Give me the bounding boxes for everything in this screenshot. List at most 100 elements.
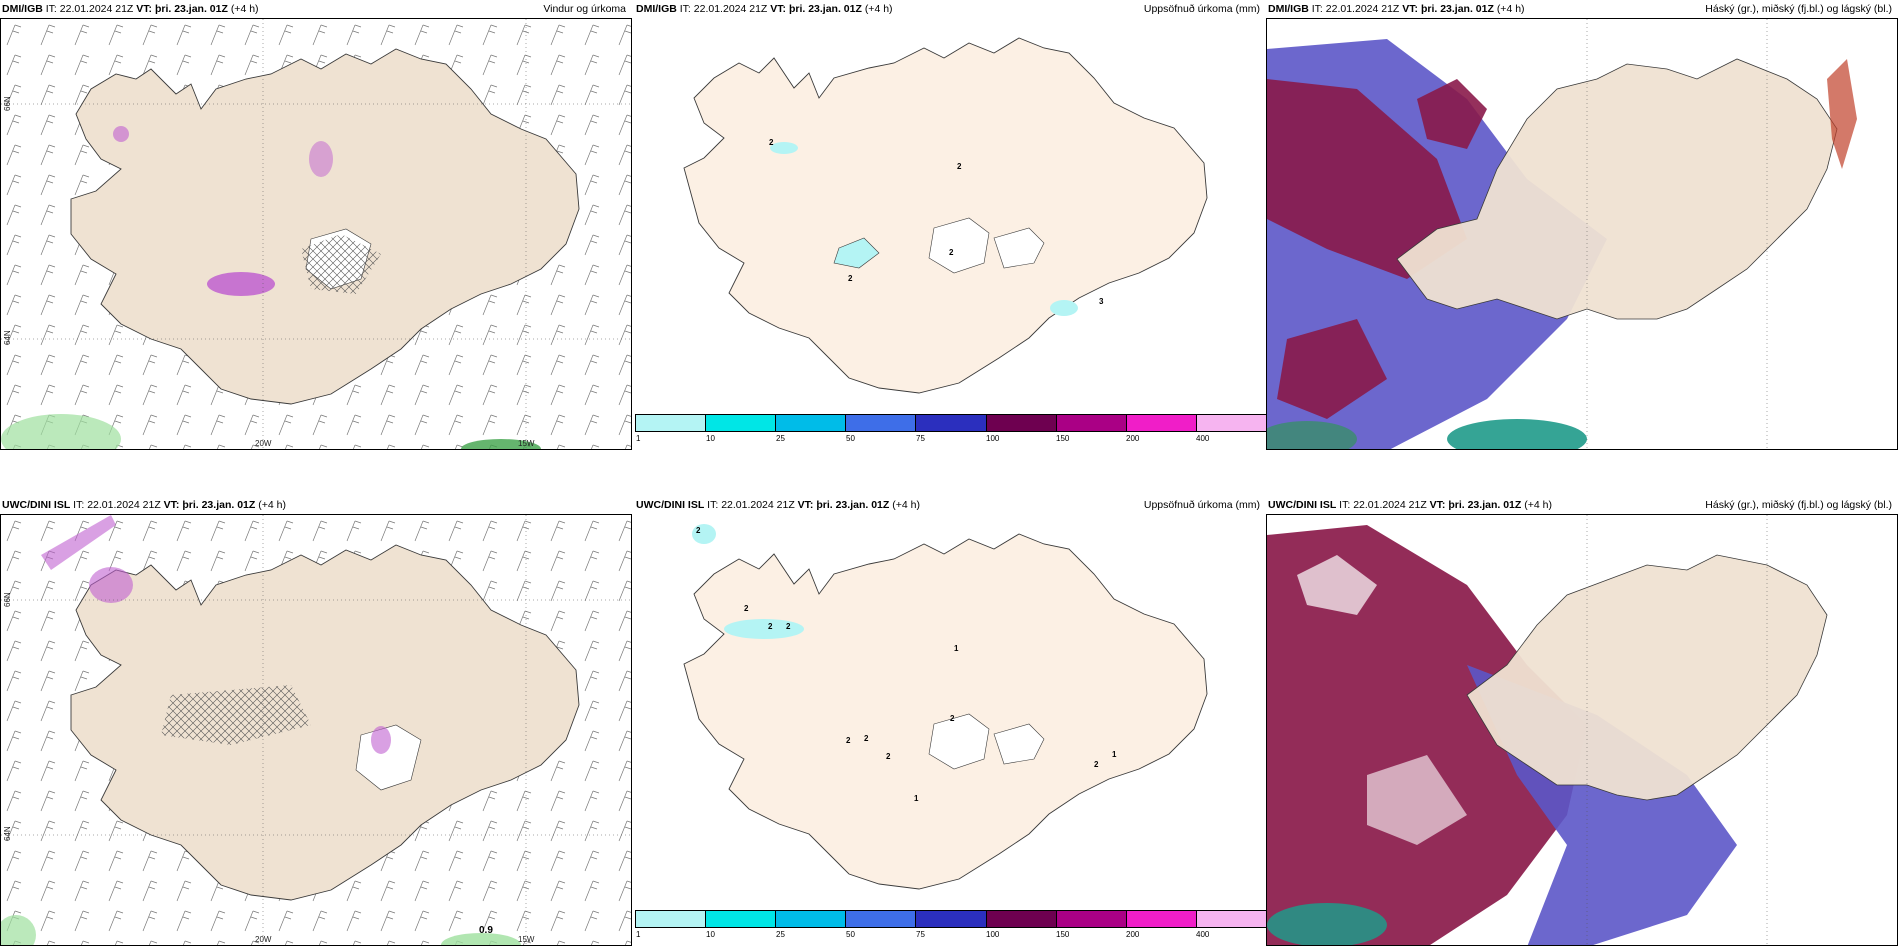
- accum-value-label: 2: [957, 162, 962, 171]
- precip-value-label: 0.9: [479, 925, 493, 936]
- accum-value-label: 2: [769, 138, 774, 147]
- high-cloud-area: [1367, 755, 1467, 845]
- precip-area: [41, 515, 116, 570]
- precip-area: [207, 272, 275, 296]
- panel-dmi-wind: DMI/IGB IT: 22.01.2024 21Z VT: þri. 23.j…: [0, 0, 632, 450]
- colorbar-tick: 10: [706, 434, 715, 443]
- panel-header: UWC/DINI ISL IT: 22.01.2024 21Z VT: þri.…: [2, 496, 628, 514]
- colorbar-bin: [1196, 911, 1266, 927]
- colorbar-tick: 50: [846, 930, 855, 939]
- lat-label: 64N: [3, 330, 12, 345]
- green-area: [1447, 419, 1587, 449]
- panel-uwc-cloud: UWC/DINI ISL IT: 22.01.2024 21Z VT: þri.…: [1266, 496, 1898, 946]
- colorbar-bin: [706, 415, 777, 431]
- lon-label: 20W: [255, 935, 272, 944]
- vt-label: VT:: [770, 3, 787, 15]
- colorbar-tick: 200: [1126, 434, 1140, 443]
- high-cloud-area: [1297, 555, 1377, 615]
- panel-uwc-wind: UWC/DINI ISL IT: 22.01.2024 21Z VT: þri.…: [0, 496, 632, 946]
- iceland-landmass: [1396, 58, 1838, 320]
- it-time: 22.01.2024 21Z: [1353, 499, 1427, 511]
- precip-area: [113, 126, 129, 142]
- model-name: DMI/IGB: [2, 3, 43, 15]
- lead-time: (+4 h): [892, 499, 920, 511]
- map-wind-precip: 20W 15W 66N 64N: [0, 18, 632, 450]
- colorbar-bin: [986, 415, 1057, 431]
- accum-area: [770, 142, 798, 154]
- panel-uwc-accum: UWC/DINI ISL IT: 22.01.2024 21Z VT: þri.…: [634, 496, 1267, 946]
- colorbar-tick: 50: [846, 434, 855, 443]
- map-svg: [1, 19, 631, 449]
- panel-title: Vindur og úrkoma: [543, 3, 626, 15]
- vt-label: VT:: [1429, 499, 1446, 511]
- accum-value-label: 2: [768, 622, 773, 631]
- colorbar-tick: 25: [776, 930, 785, 939]
- panel-header: DMI/IGB IT: 22.01.2024 21Z VT: þri. 23.j…: [636, 0, 1262, 18]
- colorbar-bin: [636, 911, 707, 927]
- accum-value-label: 2: [696, 526, 701, 535]
- lead-time: (+4 h): [864, 3, 893, 15]
- colorbar-bin: [1056, 415, 1127, 431]
- accum-value-label: 1: [914, 794, 919, 803]
- panel-dmi-accum: DMI/IGB IT: 22.01.2024 21Z VT: þri. 23.j…: [634, 0, 1267, 450]
- model-name: DMI/IGB: [1268, 3, 1309, 15]
- panel-dmi-cloud: DMI/IGB IT: 22.01.2024 21Z VT: þri. 23.j…: [1266, 0, 1898, 450]
- map-svg: [683, 524, 1208, 890]
- vt-time: þri. 23.jan. 01Z: [788, 3, 862, 15]
- accum-value-label: 2: [786, 622, 791, 631]
- vt-time: þri. 23.jan. 01Z: [182, 499, 256, 511]
- colorbar-bin: [1056, 911, 1127, 927]
- vt-label: VT:: [163, 499, 180, 511]
- it-label: IT:: [707, 499, 719, 511]
- colorbar-tick: 150: [1056, 930, 1070, 939]
- map-accum-precip: 2 2 2 2 3: [634, 18, 1266, 450]
- panel-header: UWC/DINI ISL IT: 22.01.2024 21Z VT: þri.…: [1268, 496, 1894, 514]
- vt-time: þri. 23.jan. 01Z: [1448, 499, 1522, 511]
- green-area: [1267, 421, 1357, 449]
- green-area: [441, 933, 521, 945]
- colorbar-bin: [846, 911, 917, 927]
- glacier: [993, 227, 1045, 269]
- accum-value-label: 1: [1112, 750, 1117, 759]
- green-area: [1267, 903, 1387, 945]
- panel-header: DMI/IGB IT: 22.01.2024 21Z VT: þri. 23.j…: [2, 0, 628, 18]
- lon-label: 20W: [255, 439, 272, 448]
- it-label: IT:: [679, 3, 691, 15]
- model-name: DMI/IGB: [636, 3, 677, 15]
- glacier: [928, 713, 990, 770]
- accum-value-label: 2: [886, 752, 891, 761]
- colorbar-tick: 100: [986, 434, 1000, 443]
- accum-value-label: 2: [864, 734, 869, 743]
- accum-value-label: 2: [848, 274, 853, 283]
- colorbar: [635, 910, 1267, 928]
- lat-label: 64N: [3, 826, 12, 841]
- colorbar-tick: 75: [916, 434, 925, 443]
- it-time: 22.01.2024 21Z: [87, 499, 161, 511]
- colorbar-tick: 100: [986, 930, 1000, 939]
- lat-label: 66N: [3, 96, 12, 111]
- green-area: [1, 414, 121, 449]
- model-name: UWC/DINI ISL: [2, 499, 71, 511]
- snow-area: [301, 234, 381, 294]
- iceland-landmass: [683, 533, 1208, 890]
- precip-area: [309, 141, 333, 177]
- it-time: 22.01.2024 21Z: [721, 499, 795, 511]
- vt-label: VT:: [797, 499, 814, 511]
- colorbar-bin: [1196, 415, 1266, 431]
- vt-label: VT:: [136, 3, 153, 15]
- colorbar-tick: 1: [636, 930, 641, 939]
- lon-label: 15W: [518, 935, 535, 944]
- vt-time: þri. 23.jan. 01Z: [154, 3, 228, 15]
- colorbar-bin: [636, 415, 707, 431]
- accum-area: [833, 237, 880, 269]
- colorbar-bin: [986, 911, 1057, 927]
- colorbar-tick: 400: [1196, 434, 1210, 443]
- vt-time: þri. 23.jan. 01Z: [1420, 3, 1494, 15]
- colorbar-bin: [776, 911, 847, 927]
- iceland-landmass: [70, 544, 580, 901]
- panel-header: UWC/DINI ISL IT: 22.01.2024 21Z VT: þri.…: [636, 496, 1262, 514]
- panel-title: Uppsöfnuð úrkoma (mm): [1143, 3, 1260, 15]
- iceland-landmass: [70, 48, 580, 405]
- panel-title: Uppsöfnuð úrkoma (mm): [1143, 499, 1260, 511]
- map-cloud-cover: [1266, 514, 1898, 946]
